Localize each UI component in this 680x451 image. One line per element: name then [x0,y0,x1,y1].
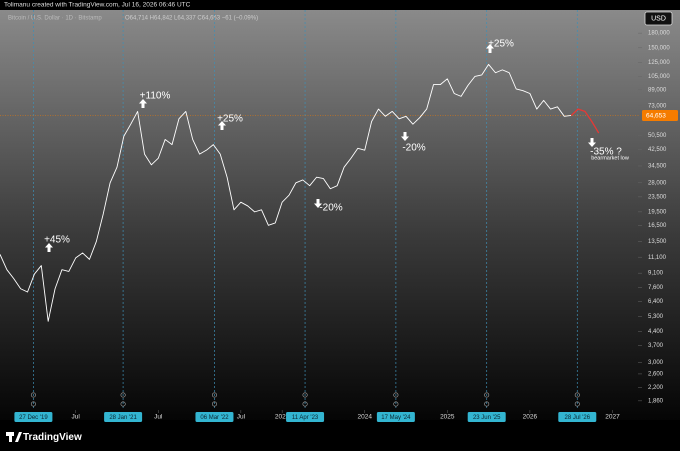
projection-line [570,108,600,134]
arrow [45,243,53,252]
event-icon [120,401,126,407]
y-tick-label: 125,000 [648,60,670,66]
y-tick-label: 28,000 [648,180,667,186]
event-icon [484,392,490,398]
y-tick-label: 19,500 [648,209,667,215]
x-tick-label: Jul [237,414,246,421]
y-tick-label: 180,000 [648,31,670,37]
event-label: 11 Apr '23 [292,415,319,421]
x-tick-label: Jul [154,414,163,421]
y-tick-label: 42,500 [648,147,667,153]
event-label-box [558,412,597,422]
y-tick-label: 3,000 [648,360,664,366]
logo-text: TradingView [23,432,82,443]
event-icon [574,392,580,398]
x-tick-label: 2023 [275,414,290,421]
arrow [486,44,494,53]
y-tick-label: 50,500 [648,133,667,139]
arrow [401,132,409,141]
y-tick-label: 5,300 [648,314,664,320]
y-tick-label: 2,200 [648,385,664,391]
arrow [218,121,226,130]
y-tick-label: 2,600 [648,371,664,377]
x-tick-label: 2024 [357,414,372,421]
last-price-box [642,109,678,121]
event-label: 27 Dec '19 [19,415,48,421]
annotation: bearmarket low [591,155,629,161]
event-icon [211,401,217,407]
last-price-label: 64,653 [646,113,666,120]
event-label-box [286,412,325,422]
event-label-box [195,412,234,422]
y-tick-label: 11,100 [648,255,667,261]
event-label: 06 Mar '22 [200,415,229,421]
y-tick-label: 34,500 [648,164,667,170]
arrow [314,199,322,208]
y-tick-label: 105,000 [648,74,670,80]
event-label: 17 May '24 [381,415,411,421]
y-tick-label: 73,000 [648,103,667,109]
annotation: -20% [319,203,342,214]
event-label: 23 Jun '25 [473,415,501,421]
credit: Tolimanu created with TradingView.com, J… [4,2,191,9]
y-tick-label: 13,500 [648,239,667,245]
event-icon [302,401,308,407]
arrow [588,138,596,147]
event-label: 28 Jan '21 [109,415,137,421]
y-tick-label: 6,400 [648,299,664,305]
price-line [0,63,572,322]
y-tick-label: 4,400 [648,329,664,335]
x-tick-label: 2027 [605,414,620,421]
ohlc: O64,714 H64,842 L64,337 C64,653 −61 (−0.… [125,16,258,22]
x-tick-label: 2025 [440,414,455,421]
y-tick-label: 3,700 [648,343,664,349]
plot-background [0,10,680,420]
logo [6,432,22,442]
annotation: +25% [217,114,243,125]
event-icon [30,401,36,407]
x-tick-label: Jul [72,414,81,421]
event-label-box [14,412,53,422]
event-icon [484,401,490,407]
annotation: -20% [402,143,425,154]
event-icon [30,392,36,398]
y-tick-label: 1,860 [648,398,664,404]
y-tick-label: 23,500 [648,194,667,200]
y-tick-label: 9,100 [648,271,664,277]
x-tick-label: 2026 [523,414,538,421]
y-tick-label: 16,500 [648,223,667,229]
annotation: +110% [140,91,171,102]
event-icon [120,392,126,398]
annotation: +25% [488,39,514,50]
y-tick-label: 7,600 [648,285,664,291]
annotation: +45% [44,235,70,246]
arrow [139,99,147,108]
y-tick-label: 150,000 [648,45,670,51]
y-tick-label: 89,000 [648,87,667,93]
event-label: 28 Jul '26 [565,415,591,421]
event-icon [393,392,399,398]
annotation: -35% ? [590,147,622,158]
currency[interactable]: USD [651,15,666,22]
event-icon [393,401,399,407]
event-icon [574,401,580,407]
event-icon [211,392,217,398]
event-label-box [104,412,143,422]
event-label-box [467,412,506,422]
currency-box[interactable] [644,11,673,26]
symbol: Bitcoin / U.S. Dollar · 1D · Bitstamp [8,16,102,22]
event-icon [302,392,308,398]
event-label-box [376,412,415,422]
